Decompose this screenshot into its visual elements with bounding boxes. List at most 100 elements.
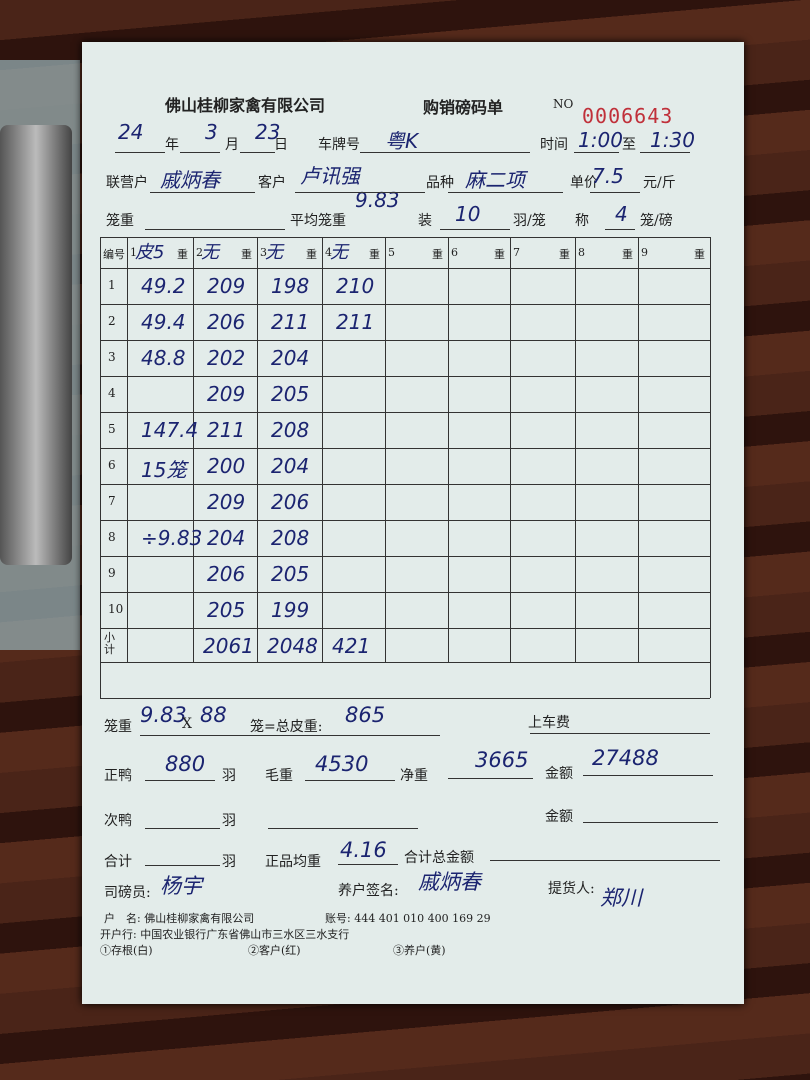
- underline: [240, 152, 275, 153]
- underline: [305, 780, 395, 781]
- times: X: [182, 716, 192, 732]
- cell: 211: [336, 310, 375, 334]
- cell: 198: [271, 274, 310, 298]
- slip: [82, 42, 744, 1004]
- total-label: 合计: [104, 854, 132, 870]
- underline: [490, 860, 720, 861]
- amount-label: 金额: [545, 766, 573, 782]
- grid-h: [100, 412, 710, 413]
- account-name: 户 名: 佛山桂柳家禽有限公司: [104, 912, 255, 925]
- variety: 麻二项: [465, 168, 525, 192]
- cell: 204: [271, 346, 310, 370]
- weigher: 杨宇: [160, 874, 202, 898]
- cell: 205: [271, 382, 310, 406]
- column-number: 9: [641, 246, 648, 259]
- underline: [590, 192, 640, 193]
- amount: 27488: [592, 746, 659, 770]
- good-label: 正鸭: [104, 768, 132, 784]
- grid-h: [100, 628, 710, 629]
- avg-label: 正品均重: [265, 854, 321, 870]
- grid-v: [257, 237, 258, 662]
- grid-h: [100, 268, 710, 269]
- weight-label: 重: [241, 248, 252, 261]
- grid-v: [100, 237, 101, 698]
- avg: 4.16: [340, 838, 387, 862]
- weight-label: 重: [306, 248, 317, 261]
- underline: [140, 735, 440, 736]
- grid-h: [100, 237, 710, 238]
- bank: 开户行: 中国农业银行广东省佛山市三水区三水支行: [100, 928, 350, 941]
- cell: 208: [271, 526, 310, 550]
- second-amount-label: 金额: [545, 809, 573, 825]
- header-note: 无: [330, 242, 348, 263]
- cell: 205: [271, 562, 310, 586]
- cell: 49.2: [141, 274, 186, 298]
- grid-h: [100, 304, 710, 305]
- row-number: 4: [108, 386, 116, 400]
- row-number: 1: [108, 278, 116, 292]
- cell: 202: [207, 346, 246, 370]
- plate: 粤K: [385, 129, 419, 153]
- title: 购销磅码单: [423, 98, 504, 117]
- cell: 199: [271, 598, 310, 622]
- grid-h: [100, 662, 710, 663]
- subtotal-cell: 421: [332, 634, 371, 658]
- underline: [145, 865, 220, 866]
- pickup-label: 提货人:: [548, 881, 595, 897]
- underline: [530, 733, 710, 734]
- grid-h: [100, 448, 710, 449]
- pickup: 郑川: [600, 886, 642, 910]
- customer: 卢讯强: [300, 164, 360, 188]
- underline: [574, 152, 619, 153]
- time-to: 1:30: [650, 128, 695, 152]
- month-label: 月: [225, 137, 239, 153]
- cell: 209: [207, 274, 246, 298]
- gross-label: 毛重: [265, 768, 293, 784]
- underline: [150, 192, 255, 193]
- grid-v: [322, 237, 323, 662]
- load: 10: [455, 202, 481, 226]
- net: 3665: [475, 748, 529, 772]
- cell: 209: [207, 382, 246, 406]
- subtotal-label: 小计: [104, 631, 115, 656]
- load-label: 装: [418, 213, 432, 229]
- number: 0006643: [582, 104, 674, 128]
- header-note: 无: [265, 242, 283, 263]
- row-number: 5: [108, 422, 116, 436]
- copy: ②客户(红): [248, 944, 301, 957]
- farmer-label: 养户签名:: [338, 883, 399, 899]
- scale: 4: [615, 202, 628, 226]
- grid-v: [193, 237, 194, 662]
- farmer: 戚炳春: [418, 870, 481, 894]
- grid-v: [385, 237, 386, 662]
- cell: 15笼: [141, 458, 187, 482]
- underline: [448, 192, 563, 193]
- cell: 209: [207, 490, 246, 514]
- row-number: 3: [108, 350, 116, 364]
- grid-h: [100, 698, 710, 699]
- column-number: 7: [513, 246, 520, 259]
- cell: 211: [271, 310, 310, 334]
- subtotal-cell: 2048: [267, 634, 318, 658]
- underline: [583, 822, 718, 823]
- column-number: 4: [325, 246, 332, 259]
- column-number: 3: [260, 246, 267, 259]
- to-label: 至: [622, 137, 636, 153]
- total-amount-label: 合计总金额: [404, 850, 474, 866]
- grid-h: [100, 340, 710, 341]
- underline: [295, 192, 425, 193]
- cell: 49.4: [141, 310, 186, 334]
- cell: 206: [207, 562, 246, 586]
- clip: [0, 125, 72, 565]
- underline: [115, 152, 165, 153]
- row-number: 8: [108, 530, 116, 544]
- cell: 208: [271, 418, 310, 442]
- cell: 210: [336, 274, 375, 298]
- variety-label: 品种: [426, 175, 454, 191]
- header-note: 无: [201, 242, 219, 263]
- underline: [583, 775, 713, 776]
- grid-h: [100, 484, 710, 485]
- underline: [180, 152, 220, 153]
- bird-unit: 羽: [222, 813, 236, 829]
